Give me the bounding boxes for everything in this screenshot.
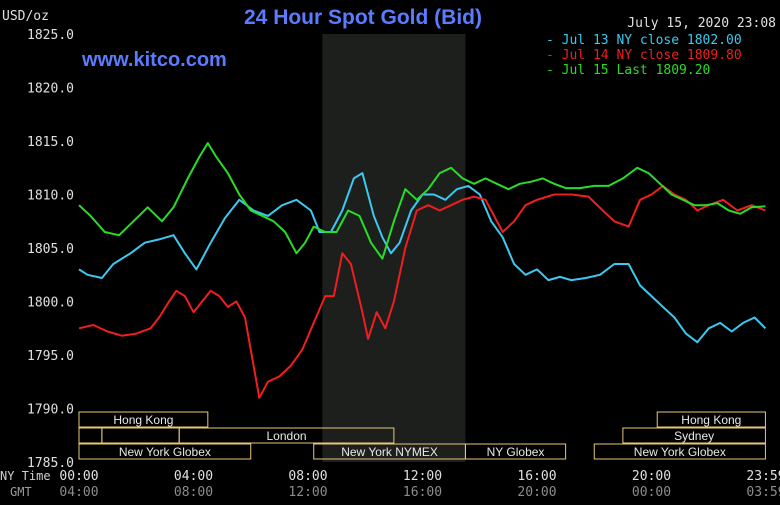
y-tick-label: 1825.0 bbox=[27, 28, 74, 43]
y-tick-label: 1800.0 bbox=[27, 296, 74, 311]
timestamp: July 15, 2020 23:08 bbox=[627, 16, 776, 31]
session-label: Hong Kong bbox=[113, 413, 173, 427]
y-tick-label: 1815.0 bbox=[27, 135, 74, 150]
website-watermark: www.kitco.com bbox=[81, 49, 227, 71]
x-tick-label-gmt: 20:00 bbox=[517, 485, 556, 500]
session-box bbox=[464, 443, 567, 460]
y-axis: 1825.0 1820.0 1815.0 1810.0 1805.0 1800.0 1795… bbox=[27, 28, 74, 471]
x-tick-label-ny: 00:00 bbox=[59, 469, 98, 484]
x-row-label: GMT bbox=[10, 485, 32, 499]
y-tick-label: 1805.0 bbox=[27, 242, 74, 257]
legend: - Jul 13 NY close 1802.00- Jul 14 NY clo… bbox=[546, 33, 742, 78]
session-box bbox=[78, 443, 252, 460]
x-tick-label-ny: 04:00 bbox=[174, 469, 213, 484]
series-lines bbox=[78, 142, 767, 399]
legend-entry: - Jul 14 NY close 1809.80 bbox=[546, 48, 742, 63]
x-tick-label-gmt: 00:00 bbox=[632, 485, 671, 500]
session-label: London bbox=[267, 429, 307, 443]
session-box bbox=[622, 427, 766, 444]
session-label: Hong Kong bbox=[681, 413, 741, 427]
session-label: New York NYMEX bbox=[341, 445, 438, 459]
x-tick-label-gmt: 04:00 bbox=[59, 485, 98, 500]
y-tick-label: 1820.0 bbox=[27, 82, 74, 97]
nymex-session-shade bbox=[322, 34, 466, 462]
x-tick-label-ny: 16:00 bbox=[517, 469, 556, 484]
session-label: New York Globex bbox=[634, 445, 726, 459]
session-label: NY Globex bbox=[487, 445, 545, 459]
session-label: New York Globex bbox=[119, 445, 211, 459]
x-tick-label-gmt: 16:00 bbox=[403, 485, 442, 500]
y-tick-label: 1790.0 bbox=[27, 403, 74, 418]
session-box bbox=[178, 427, 395, 444]
legend-entry: - Jul 13 NY close 1802.00 bbox=[546, 33, 742, 48]
session-box bbox=[656, 411, 766, 428]
x-tick-label-gmt: 03:59 bbox=[746, 485, 780, 500]
x-row-label: NY Time bbox=[0, 469, 51, 483]
x-tick-label-gmt: 12:00 bbox=[288, 485, 327, 500]
market-sessions: Hong Kong Hong Kong London Sydney New York G… bbox=[78, 411, 766, 460]
x-tick-label-ny: 23:59 bbox=[746, 469, 780, 484]
y-tick-label: 1795.0 bbox=[27, 349, 74, 364]
y-tick-label: 1785.0 bbox=[27, 456, 74, 471]
y-tick-label: 1810.0 bbox=[27, 189, 74, 204]
x-tick-label-ny: 20:00 bbox=[632, 469, 671, 484]
x-tick-label-gmt: 08:00 bbox=[174, 485, 213, 500]
legend-entry: - Jul 15 Last 1809.20 bbox=[546, 63, 710, 78]
series-line bbox=[78, 142, 766, 260]
series-line bbox=[78, 184, 766, 399]
session-box bbox=[78, 411, 209, 428]
x-tick-label-ny: 08:00 bbox=[288, 469, 327, 484]
session-box bbox=[593, 443, 766, 460]
chart-title: 24 Hour Spot Gold (Bid) bbox=[244, 6, 482, 29]
session-label: Sydney bbox=[674, 429, 714, 443]
x-tick-label-ny: 12:00 bbox=[403, 469, 442, 484]
y-unit-label: USD/oz bbox=[2, 9, 49, 24]
x-axis: NY TimeGMT00:0004:0004:0008:0008:0012:00… bbox=[0, 469, 780, 500]
